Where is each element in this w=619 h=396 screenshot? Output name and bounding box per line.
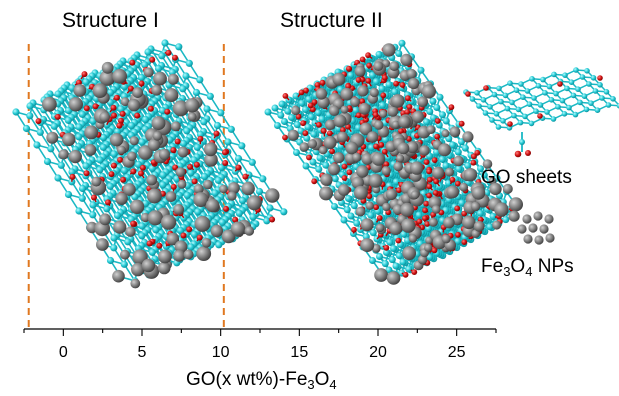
x-tick-label: 25 (448, 344, 466, 361)
x-tick-label: 20 (369, 344, 387, 361)
structure-1-title: Structure I (62, 9, 159, 32)
nanoparticle-cluster-icon (517, 211, 555, 245)
go-sheets-label: GO sheets (481, 167, 572, 188)
go-sheet-icon (463, 67, 619, 158)
x-tick-label: 5 (138, 344, 147, 361)
structure-2-title: Structure II (280, 9, 383, 32)
x-axis-title: GO(x wt%)-Fe3O4 (186, 369, 337, 392)
x-tick-label: 15 (290, 344, 308, 361)
structure-2-model (264, 39, 523, 285)
x-axis: 0 5 10 15 20 25 (23, 328, 497, 361)
nanoparticles-label: Fe3O4 NPs (481, 256, 574, 279)
fe3o4-nanoparticles (287, 43, 523, 285)
structure-1-model (12, 39, 288, 289)
x-tick-label: 10 (212, 344, 230, 361)
fe3o4-nanoparticles (42, 61, 280, 289)
x-tick-label: 0 (59, 344, 68, 361)
